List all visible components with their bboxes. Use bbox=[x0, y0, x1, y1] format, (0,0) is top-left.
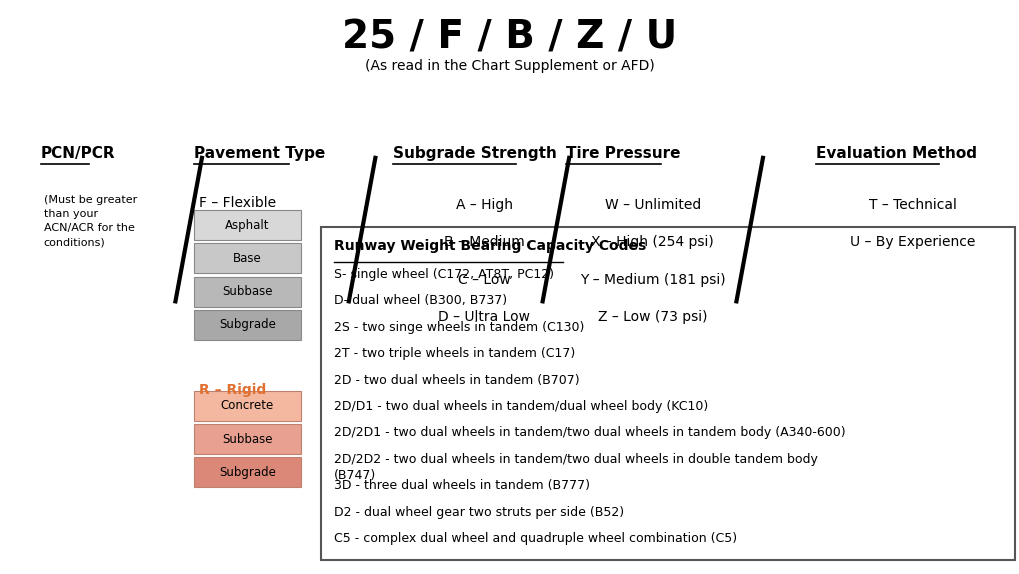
Text: Tire Pressure: Tire Pressure bbox=[566, 146, 680, 161]
FancyBboxPatch shape bbox=[194, 457, 301, 487]
FancyBboxPatch shape bbox=[194, 277, 301, 307]
Text: B – Medium: B – Medium bbox=[443, 235, 525, 249]
Text: Z – Low (73 psi): Z – Low (73 psi) bbox=[597, 310, 707, 324]
FancyBboxPatch shape bbox=[194, 210, 301, 240]
Text: 2D - two dual wheels in tandem (B707): 2D - two dual wheels in tandem (B707) bbox=[333, 374, 579, 387]
FancyBboxPatch shape bbox=[194, 243, 301, 273]
Text: S- single wheel (C172, AT8T, PC12): S- single wheel (C172, AT8T, PC12) bbox=[333, 268, 553, 281]
Text: U – By Experience: U – By Experience bbox=[850, 235, 974, 249]
Text: Subbase: Subbase bbox=[222, 285, 272, 298]
Text: 3D - three dual wheels in tandem (B777): 3D - three dual wheels in tandem (B777) bbox=[333, 479, 589, 492]
Text: Pavement Type: Pavement Type bbox=[194, 146, 325, 161]
Text: Subgrade: Subgrade bbox=[219, 466, 275, 479]
Text: Subbase: Subbase bbox=[222, 433, 272, 445]
Text: 2D/2D1 - two dual wheels in tandem/two dual wheels in tandem body (A340-600): 2D/2D1 - two dual wheels in tandem/two d… bbox=[333, 426, 845, 440]
Text: 2T - two triple wheels in tandem (C17): 2T - two triple wheels in tandem (C17) bbox=[333, 347, 575, 360]
Text: (As read in the Chart Supplement or AFD): (As read in the Chart Supplement or AFD) bbox=[365, 59, 654, 73]
Text: Concrete: Concrete bbox=[220, 400, 274, 412]
FancyBboxPatch shape bbox=[194, 310, 301, 340]
Text: 2D/D1 - two dual wheels in tandem/dual wheel body (KC10): 2D/D1 - two dual wheels in tandem/dual w… bbox=[333, 400, 707, 413]
Text: R – Rigid: R – Rigid bbox=[199, 383, 266, 397]
Text: Subgrade Strength: Subgrade Strength bbox=[392, 146, 556, 161]
Text: X – High (254 psi): X – High (254 psi) bbox=[591, 235, 713, 249]
FancyBboxPatch shape bbox=[194, 391, 301, 421]
Text: A – High: A – High bbox=[455, 198, 513, 212]
Text: W – Unlimited: W – Unlimited bbox=[604, 198, 700, 212]
Text: 2D/2D2 - two dual wheels in tandem/two dual wheels in double tandem body
(B747): 2D/2D2 - two dual wheels in tandem/two d… bbox=[333, 453, 816, 482]
Text: (Must be greater
than your
ACN/ACR for the
conditions): (Must be greater than your ACN/ACR for t… bbox=[44, 195, 137, 247]
Text: Y – Medium (181 psi): Y – Medium (181 psi) bbox=[580, 273, 725, 286]
FancyBboxPatch shape bbox=[194, 424, 301, 454]
Text: 25 / F / B / Z / U: 25 / F / B / Z / U bbox=[342, 18, 677, 56]
Text: Evaluation Method: Evaluation Method bbox=[815, 146, 976, 161]
Text: Subgrade: Subgrade bbox=[219, 319, 275, 331]
Text: Asphalt: Asphalt bbox=[225, 219, 269, 231]
Text: 2S - two singe wheels in tandem (C130): 2S - two singe wheels in tandem (C130) bbox=[333, 321, 583, 334]
Text: D- dual wheel (B300, B737): D- dual wheel (B300, B737) bbox=[333, 294, 506, 308]
Text: T – Technical: T – Technical bbox=[868, 198, 956, 212]
Text: Runway Weight Bearing Capacity Codes: Runway Weight Bearing Capacity Codes bbox=[333, 239, 645, 253]
Text: D – Ultra Low: D – Ultra Low bbox=[438, 310, 530, 324]
Text: C5 - complex dual wheel and quadruple wheel combination (C5): C5 - complex dual wheel and quadruple wh… bbox=[333, 532, 736, 545]
Text: Base: Base bbox=[232, 252, 262, 265]
Text: C – Low: C – Low bbox=[458, 273, 511, 286]
FancyBboxPatch shape bbox=[321, 227, 1014, 560]
Text: F – Flexible: F – Flexible bbox=[199, 196, 276, 210]
Text: D2 - dual wheel gear two struts per side (B52): D2 - dual wheel gear two struts per side… bbox=[333, 506, 623, 519]
Text: PCN/PCR: PCN/PCR bbox=[41, 146, 115, 161]
